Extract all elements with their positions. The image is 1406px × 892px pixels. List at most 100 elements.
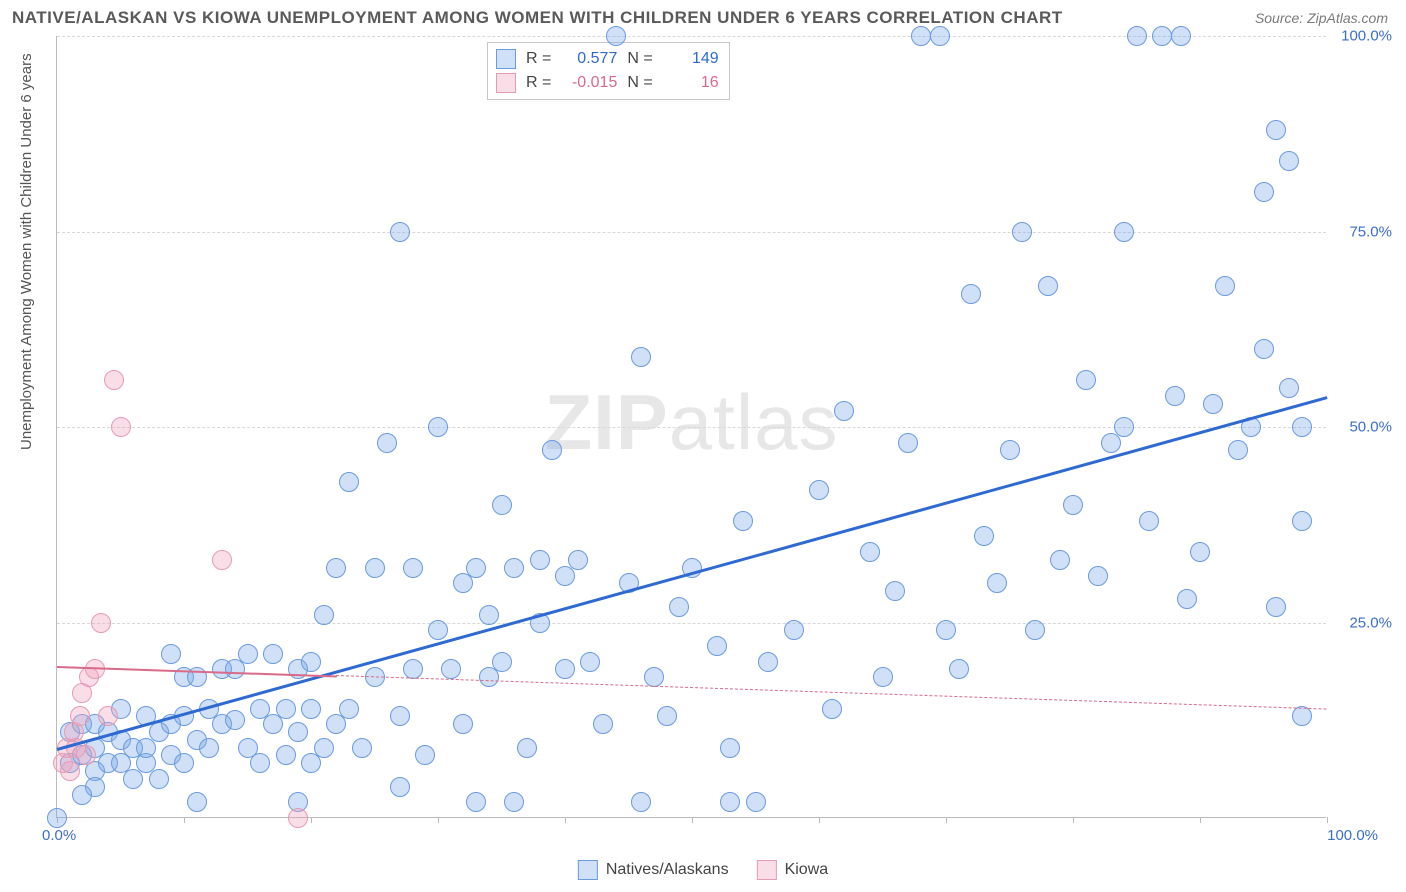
r-value-pink: -0.015 bbox=[561, 71, 617, 95]
scatter-point-blue bbox=[898, 433, 918, 453]
scatter-point-blue bbox=[199, 738, 219, 758]
swatch-blue bbox=[578, 860, 598, 880]
scatter-point-blue bbox=[466, 792, 486, 812]
scatter-point-blue bbox=[47, 808, 67, 828]
scatter-point-blue bbox=[885, 581, 905, 601]
scatter-point-blue bbox=[1292, 511, 1312, 531]
scatter-point-blue bbox=[720, 792, 740, 812]
scatter-point-blue bbox=[288, 722, 308, 742]
stats-row-blue: R = 0.577 N = 149 bbox=[496, 47, 719, 71]
scatter-point-blue bbox=[1000, 440, 1020, 460]
y-axis-label: Unemployment Among Women with Children U… bbox=[18, 53, 35, 450]
scatter-point-blue bbox=[1292, 706, 1312, 726]
scatter-point-blue bbox=[1292, 417, 1312, 437]
scatter-point-blue bbox=[809, 480, 829, 500]
scatter-point-blue bbox=[1038, 276, 1058, 296]
scatter-point-blue bbox=[1279, 151, 1299, 171]
y-tick-label: 75.0% bbox=[1349, 223, 1392, 240]
scatter-point-blue bbox=[949, 659, 969, 679]
scatter-point-blue bbox=[834, 401, 854, 421]
scatter-point-pink bbox=[60, 761, 80, 781]
scatter-point-blue bbox=[606, 26, 626, 46]
scatter-point-blue bbox=[504, 792, 524, 812]
scatter-point-blue bbox=[314, 738, 334, 758]
scatter-point-blue bbox=[276, 699, 296, 719]
scatter-point-blue bbox=[1114, 417, 1134, 437]
scatter-point-blue bbox=[301, 652, 321, 672]
scatter-point-blue bbox=[187, 792, 207, 812]
scatter-point-blue bbox=[1190, 542, 1210, 562]
swatch-pink bbox=[496, 73, 516, 93]
y-tick-label: 100.0% bbox=[1341, 28, 1392, 45]
x-axis-min-label: 0.0% bbox=[42, 827, 76, 844]
scatter-point-blue bbox=[225, 710, 245, 730]
x-tick bbox=[1327, 817, 1328, 823]
x-tick bbox=[946, 817, 947, 823]
x-tick bbox=[565, 817, 566, 823]
scatter-point-pink bbox=[212, 550, 232, 570]
swatch-blue bbox=[496, 49, 516, 69]
scatter-point-blue bbox=[758, 652, 778, 672]
r-label: R = bbox=[526, 71, 551, 95]
scatter-point-blue bbox=[1076, 370, 1096, 390]
scatter-point-blue bbox=[580, 652, 600, 672]
scatter-point-blue bbox=[746, 792, 766, 812]
scatter-point-blue bbox=[974, 526, 994, 546]
r-value-blue: 0.577 bbox=[561, 47, 617, 71]
legend-item-natives: Natives/Alaskans bbox=[578, 860, 729, 880]
gridline bbox=[57, 427, 1326, 428]
scatter-point-blue bbox=[1025, 620, 1045, 640]
scatter-point-blue bbox=[822, 699, 842, 719]
scatter-point-blue bbox=[1215, 276, 1235, 296]
scatter-plot-area: ZIPatlas R = 0.577 N = 149 R = -0.015 N … bbox=[56, 36, 1326, 818]
scatter-point-blue bbox=[873, 667, 893, 687]
scatter-point-blue bbox=[1152, 26, 1172, 46]
x-tick bbox=[311, 817, 312, 823]
scatter-point-blue bbox=[936, 620, 956, 640]
scatter-point-blue bbox=[720, 738, 740, 758]
scatter-point-blue bbox=[707, 636, 727, 656]
scatter-point-blue bbox=[377, 433, 397, 453]
scatter-point-blue bbox=[1114, 222, 1134, 242]
scatter-point-blue bbox=[339, 699, 359, 719]
scatter-point-blue bbox=[301, 699, 321, 719]
scatter-point-blue bbox=[250, 753, 270, 773]
scatter-point-blue bbox=[1012, 222, 1032, 242]
scatter-point-blue bbox=[365, 558, 385, 578]
scatter-point-blue bbox=[1063, 495, 1083, 515]
scatter-point-pink bbox=[104, 370, 124, 390]
scatter-point-blue bbox=[784, 620, 804, 640]
scatter-point-blue bbox=[987, 573, 1007, 593]
scatter-point-blue bbox=[1171, 26, 1191, 46]
scatter-point-blue bbox=[390, 777, 410, 797]
scatter-point-blue bbox=[911, 26, 931, 46]
n-label: N = bbox=[627, 71, 652, 95]
scatter-point-blue bbox=[492, 495, 512, 515]
scatter-point-blue bbox=[555, 659, 575, 679]
correlation-stats-box: R = 0.577 N = 149 R = -0.015 N = 16 bbox=[487, 42, 730, 100]
gridline bbox=[57, 623, 1326, 624]
scatter-point-blue bbox=[339, 472, 359, 492]
scatter-point-blue bbox=[1050, 550, 1070, 570]
scatter-point-blue bbox=[733, 511, 753, 531]
scatter-point-blue bbox=[517, 738, 537, 758]
scatter-point-blue bbox=[1228, 440, 1248, 460]
scatter-point-blue bbox=[530, 550, 550, 570]
scatter-point-blue bbox=[441, 659, 461, 679]
scatter-point-blue bbox=[428, 417, 448, 437]
scatter-point-blue bbox=[352, 738, 372, 758]
r-label: R = bbox=[526, 47, 551, 71]
gridline bbox=[57, 232, 1326, 233]
scatter-point-blue bbox=[314, 605, 334, 625]
scatter-point-blue bbox=[568, 550, 588, 570]
scatter-point-blue bbox=[428, 620, 448, 640]
stats-row-pink: R = -0.015 N = 16 bbox=[496, 71, 719, 95]
scatter-point-blue bbox=[1139, 511, 1159, 531]
y-tick-label: 25.0% bbox=[1349, 614, 1392, 631]
legend-label: Natives/Alaskans bbox=[606, 861, 729, 879]
trend-line bbox=[57, 396, 1328, 751]
chart-title: NATIVE/ALASKAN VS KIOWA UNEMPLOYMENT AMO… bbox=[12, 8, 1063, 28]
scatter-point-blue bbox=[466, 558, 486, 578]
scatter-point-blue bbox=[415, 745, 435, 765]
scatter-point-blue bbox=[492, 652, 512, 672]
